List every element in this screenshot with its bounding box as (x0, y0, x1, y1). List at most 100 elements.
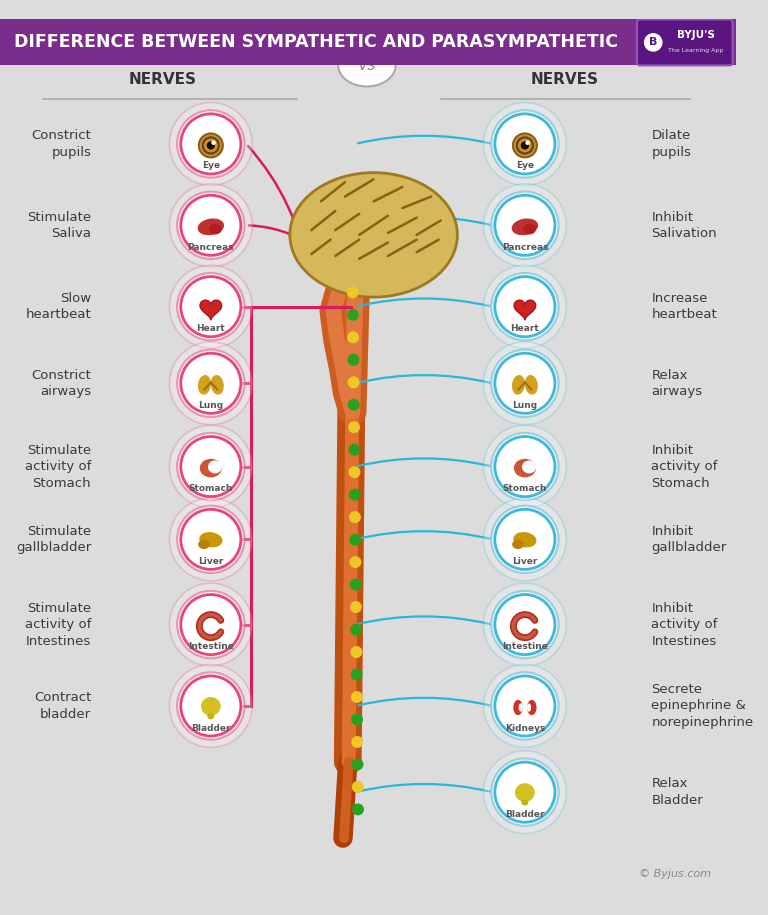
Circle shape (353, 804, 363, 814)
Ellipse shape (208, 714, 214, 718)
Circle shape (180, 510, 241, 569)
Circle shape (180, 276, 241, 337)
Ellipse shape (211, 376, 223, 394)
Circle shape (349, 511, 360, 522)
Ellipse shape (514, 701, 522, 715)
Text: DIFFERENCE BETWEEN SYMPATHETIC AND PARASYMPATHETIC: DIFFERENCE BETWEEN SYMPATHETIC AND PARAS… (14, 34, 617, 51)
Ellipse shape (484, 184, 566, 266)
Text: Stimulate
activity of
Stomach: Stimulate activity of Stomach (25, 444, 91, 490)
Text: Pancreas: Pancreas (502, 242, 548, 252)
Text: BYJU'S: BYJU'S (677, 30, 714, 40)
Ellipse shape (198, 220, 223, 234)
Circle shape (521, 141, 529, 149)
Circle shape (349, 400, 359, 410)
Circle shape (353, 781, 363, 792)
Ellipse shape (177, 673, 244, 739)
Ellipse shape (484, 664, 566, 748)
Ellipse shape (522, 800, 528, 804)
Text: Lung: Lung (198, 401, 223, 410)
Ellipse shape (524, 224, 535, 233)
Circle shape (180, 595, 241, 654)
Circle shape (495, 762, 555, 823)
Circle shape (347, 287, 358, 297)
Ellipse shape (177, 591, 244, 658)
FancyBboxPatch shape (637, 19, 733, 65)
Ellipse shape (199, 376, 210, 394)
Ellipse shape (177, 191, 244, 259)
Circle shape (199, 134, 223, 157)
Circle shape (180, 113, 241, 174)
Circle shape (180, 676, 241, 736)
Circle shape (513, 134, 537, 157)
Text: Contract
bladder: Contract bladder (34, 691, 91, 721)
Text: Eye: Eye (202, 161, 220, 170)
Ellipse shape (199, 541, 209, 548)
Circle shape (352, 715, 362, 725)
Text: © Byjus.com: © Byjus.com (639, 869, 710, 879)
Ellipse shape (202, 698, 220, 715)
Text: Relax
airways: Relax airways (651, 369, 703, 398)
Circle shape (180, 353, 241, 414)
Ellipse shape (170, 265, 252, 348)
Ellipse shape (170, 425, 252, 508)
Circle shape (349, 490, 360, 500)
Ellipse shape (209, 461, 221, 473)
Ellipse shape (515, 459, 535, 477)
Circle shape (348, 354, 359, 365)
Circle shape (351, 669, 362, 680)
Text: Stomach: Stomach (189, 484, 233, 493)
Circle shape (349, 422, 359, 433)
Text: Dilate
pupils: Dilate pupils (651, 129, 691, 158)
Polygon shape (200, 300, 222, 319)
Text: Lung: Lung (512, 401, 538, 410)
Ellipse shape (177, 433, 244, 501)
Ellipse shape (338, 44, 396, 86)
Text: Secrete
epinephrine &
norepinephrine: Secrete epinephrine & norepinephrine (651, 683, 753, 729)
Ellipse shape (525, 376, 537, 394)
Ellipse shape (484, 425, 566, 508)
Ellipse shape (515, 784, 534, 802)
Ellipse shape (170, 102, 252, 185)
Ellipse shape (484, 342, 566, 425)
Circle shape (351, 624, 362, 635)
Ellipse shape (492, 506, 558, 573)
Ellipse shape (528, 701, 536, 715)
Text: Inhibit
activity of
Stomach: Inhibit activity of Stomach (651, 444, 717, 490)
Text: Increase
heartbeat: Increase heartbeat (651, 292, 717, 321)
Ellipse shape (492, 591, 558, 658)
Circle shape (180, 195, 241, 255)
Circle shape (350, 557, 361, 567)
Circle shape (495, 276, 555, 337)
Circle shape (351, 647, 362, 657)
Ellipse shape (492, 433, 558, 501)
Ellipse shape (170, 498, 252, 581)
Ellipse shape (290, 173, 458, 297)
Circle shape (351, 602, 361, 612)
Ellipse shape (492, 273, 558, 340)
Text: Stimulate
activity of
Intestines: Stimulate activity of Intestines (25, 601, 91, 648)
Ellipse shape (484, 583, 566, 666)
Ellipse shape (484, 751, 566, 834)
Text: Bladder: Bladder (191, 724, 230, 733)
Circle shape (350, 579, 361, 590)
Text: The Learning App: The Learning App (668, 48, 723, 53)
Circle shape (495, 353, 555, 414)
Circle shape (349, 445, 359, 455)
Ellipse shape (492, 673, 558, 739)
Circle shape (180, 436, 241, 497)
Text: Slow
heartbeat: Slow heartbeat (25, 292, 91, 321)
Circle shape (349, 377, 359, 388)
Circle shape (495, 195, 555, 255)
Circle shape (352, 737, 362, 748)
Text: Pancreas: Pancreas (187, 242, 234, 252)
Text: Eye: Eye (516, 161, 534, 170)
Text: Relax
Bladder: Relax Bladder (651, 778, 703, 807)
Ellipse shape (177, 273, 244, 340)
Circle shape (495, 676, 555, 736)
Text: Inhibit
gallbladder: Inhibit gallbladder (651, 524, 727, 554)
Circle shape (495, 113, 555, 174)
Text: Heart: Heart (511, 324, 539, 333)
Ellipse shape (170, 664, 252, 748)
Text: Intestine: Intestine (502, 642, 548, 651)
Polygon shape (514, 300, 536, 319)
